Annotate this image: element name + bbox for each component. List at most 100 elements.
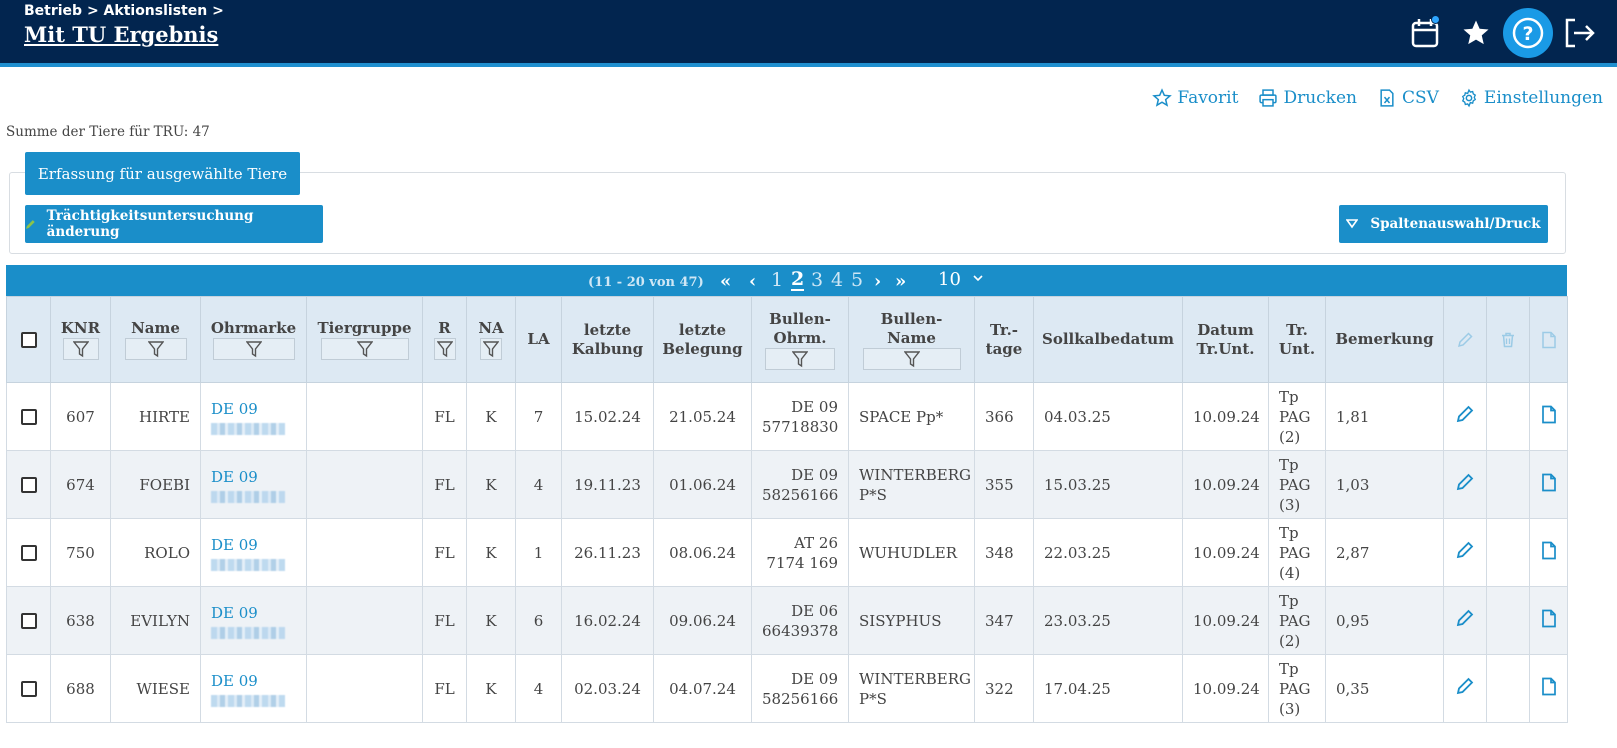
row-select-cell[interactable] [6,586,51,655]
spaltenauswahl-button[interactable]: Spaltenauswahl/Druck [1339,205,1548,243]
pencil-icon[interactable] [1455,540,1475,560]
select-all-checkbox[interactable] [20,331,37,348]
cell-edit[interactable] [1443,518,1487,587]
pencil-icon[interactable] [1455,608,1475,628]
row-select-cell[interactable] [6,518,51,587]
csv-link[interactable]: CSV [1377,88,1439,108]
funnel-icon [436,341,453,358]
filter-bullen-ohrm[interactable] [765,347,835,370]
cell-ohrmarke[interactable]: DE 09 [200,586,307,655]
drucken-link[interactable]: Drucken [1258,88,1357,108]
row-checkbox[interactable] [20,476,37,493]
page-1[interactable]: 1 [771,269,784,291]
row-select-cell[interactable] [6,450,51,519]
table-row[interactable]: 607 HIRTE DE 09 FL K 7 15.02.24 21.05.24… [6,382,1568,451]
filter-knr[interactable] [62,338,99,360]
cell-ohrmarke[interactable]: DE 09 [200,518,307,587]
header-r[interactable]: R [422,296,467,383]
app-header: Betrieb > Aktionslisten > Mit TU Ergebni… [0,0,1617,67]
row-checkbox[interactable] [20,680,37,697]
cell-document[interactable] [1529,654,1568,723]
header-bullen-name[interactable]: Bullen- Name [848,296,975,383]
row-checkbox[interactable] [20,544,37,561]
filter-tiergruppe[interactable] [320,338,409,360]
help-icon[interactable]: ? [1503,8,1553,58]
prev-page-icon[interactable]: ‹ [749,271,757,292]
cell-edit[interactable] [1443,382,1487,451]
first-page-icon[interactable]: « [720,271,732,292]
tu-aenderung-button[interactable]: Trächtigkeitsuntersuchung änderung [25,205,323,243]
header-na[interactable]: NA [466,296,516,383]
cell-ohrmarke[interactable]: DE 09 [200,382,307,451]
header-sollkalbedatum[interactable]: Sollkalbedatum [1033,296,1183,383]
filter-r[interactable] [433,338,456,360]
ohrmarke-link[interactable]: DE 09 [211,535,258,554]
header-tiergruppe[interactable]: Tiergruppe [306,296,423,383]
row-checkbox[interactable] [20,612,37,629]
row-checkbox[interactable] [20,408,37,425]
ohrmarke-link[interactable]: DE 09 [211,603,258,622]
header-ohrmarke[interactable]: Ohrmarke [200,296,307,383]
cell-knr: 688 [50,654,111,723]
cell-document[interactable] [1529,450,1568,519]
filter-ohrmarke[interactable] [212,338,295,360]
bullen-name-line1: SISYPHUS [859,611,942,630]
cell-edit[interactable] [1443,654,1487,723]
cell-edit[interactable] [1443,450,1487,519]
ohrmarke-link[interactable]: DE 09 [211,467,258,486]
cell-edit[interactable] [1443,586,1487,655]
cell-ohrmarke[interactable]: DE 09 [200,450,307,519]
erfassung-button[interactable]: Erfassung für ausgewählte Tiere [25,152,300,195]
table-row[interactable]: 750 ROLO DE 09 FL K 1 26.11.23 08.06.24 … [6,518,1568,587]
pencil-icon[interactable] [1455,404,1475,424]
next-page-icon[interactable]: › [874,271,882,292]
table-row[interactable]: 688 WIESE DE 09 FL K 4 02.03.24 04.07.24… [6,654,1568,723]
header-la[interactable]: LA [515,296,562,383]
header-trtage[interactable]: Tr.- tage [974,296,1034,383]
header-delete [1486,296,1530,383]
cell-ohrmarke[interactable]: DE 09 [200,654,307,723]
row-select-cell[interactable] [6,382,51,451]
header-knr[interactable]: KNR [50,296,111,383]
header-datum-trunt[interactable]: Datum Tr.Unt. [1182,296,1269,383]
cell-document[interactable] [1529,382,1568,451]
star-icon[interactable] [1451,8,1501,58]
document-icon[interactable] [1541,677,1557,696]
header-letzte-belegung[interactable]: letzte Belegung [653,296,752,383]
header-letzte-kalbung[interactable]: letzte Kalbung [561,296,654,383]
page-3[interactable]: 3 [811,269,824,291]
page-title[interactable]: Mit TU Ergebnis [24,22,219,47]
page-5[interactable]: 5 [851,269,864,291]
chevron-down-icon[interactable] [972,272,984,284]
ohrmarke-link[interactable]: DE 09 [211,671,258,690]
table-row[interactable]: 674 FOEBI DE 09 FL K 4 19.11.23 01.06.24… [6,450,1568,519]
row-select-cell[interactable] [6,654,51,723]
table-row[interactable]: 638 EVILYN DE 09 FL K 6 16.02.24 09.06.2… [6,586,1568,655]
page-4[interactable]: 4 [831,269,844,291]
filter-name[interactable] [124,338,187,360]
ohrmarke-link[interactable]: DE 09 [211,399,258,418]
header-bemerkung[interactable]: Bemerkung [1325,296,1444,383]
favorit-link[interactable]: Favorit [1152,88,1238,108]
cell-document[interactable] [1529,586,1568,655]
breadcrumb[interactable]: Betrieb > Aktionslisten > [24,3,224,19]
logout-icon[interactable] [1554,8,1604,58]
select-all-header[interactable] [6,296,51,383]
page-2-current[interactable]: 2 [791,268,805,291]
document-icon[interactable] [1541,541,1557,560]
header-name[interactable]: Name [110,296,201,383]
page-size-select[interactable]: 10 [938,269,961,290]
einstellungen-link[interactable]: Einstellungen [1459,88,1603,108]
document-icon[interactable] [1541,473,1557,492]
pencil-icon[interactable] [1455,676,1475,696]
last-page-icon[interactable]: » [895,271,907,292]
filter-bullen-name[interactable] [862,347,961,370]
header-trunt[interactable]: Tr. Unt. [1268,296,1326,383]
calendar-icon[interactable] [1400,8,1450,58]
document-icon[interactable] [1541,609,1557,628]
document-icon[interactable] [1541,405,1557,424]
cell-document[interactable] [1529,518,1568,587]
header-bullen-ohrm[interactable]: Bullen- Ohrm. [751,296,849,383]
filter-na[interactable] [480,338,502,360]
pencil-icon[interactable] [1455,472,1475,492]
